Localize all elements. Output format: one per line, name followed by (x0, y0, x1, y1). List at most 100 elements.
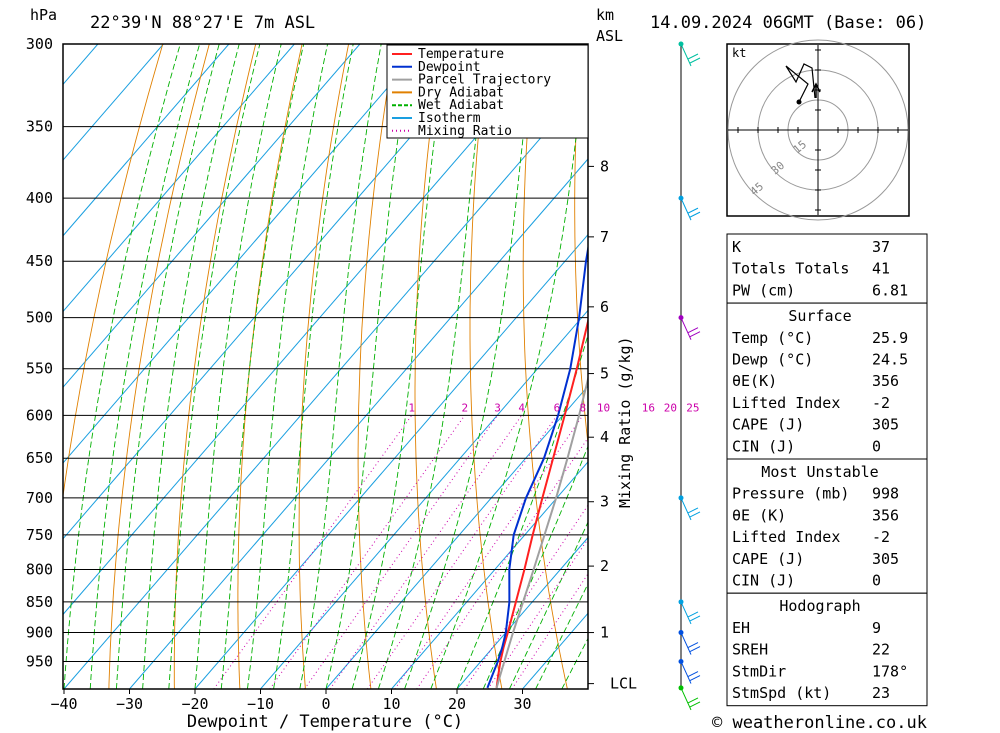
isotherm-line (63, 44, 295, 313)
dewpoint-line (486, 243, 588, 689)
isotherm-line (391, 461, 588, 689)
index-tables: K 37 Totals Totals 41 PW (cm) 6.81 Surface Temp… (726, 233, 928, 707)
index-label: CIN (J) (732, 572, 795, 590)
wet-adiabat-line (508, 521, 588, 689)
index-block-title: Surface (788, 307, 851, 325)
pressure-tick-label: 400 (26, 189, 53, 207)
temperature-tick-label: −30 (116, 695, 143, 713)
index-label: CIN (J) (732, 437, 795, 455)
mixing-ratio-label: 16 (642, 401, 655, 414)
pressure-tick-label: 500 (26, 309, 53, 327)
wet-adiabat-line (273, 44, 354, 689)
index-value: 305 (872, 416, 899, 434)
mixing-ratio-line (487, 538, 588, 689)
index-label: CAPE (J) (732, 416, 804, 434)
wind-barb (680, 497, 701, 521)
mixing-ratio-label: 6 (554, 401, 561, 414)
index-block (726, 592, 928, 707)
index-value: 998 (872, 485, 899, 503)
index-block (726, 233, 928, 304)
legend-label: Parcel Trajectory (418, 73, 551, 88)
pressure-tick-label: 850 (26, 593, 53, 611)
wet-adiabat-line (89, 44, 201, 689)
index-label: Lifted Index (732, 394, 840, 412)
legend-label: Temperature (418, 47, 504, 62)
mixing-ratio-line (304, 415, 498, 689)
isotherm-line (63, 44, 361, 389)
index-value: 6.81 (872, 281, 908, 299)
wind-barb (680, 317, 701, 340)
wind-barb (680, 687, 701, 711)
index-label: EH (732, 619, 750, 637)
index-block-title: Most Unstable (761, 463, 878, 481)
altitude-tick-label: 3 (600, 493, 609, 511)
mixing-ratio-line (269, 415, 466, 689)
index-block (726, 302, 928, 460)
temperature-line (495, 317, 588, 689)
index-label: K (732, 238, 741, 256)
isotherm-line (260, 309, 588, 689)
wind-barb (680, 197, 701, 221)
wind-barb (680, 601, 701, 625)
temperature-tick-label: −20 (181, 695, 208, 713)
index-label: Lifted Index (732, 528, 840, 546)
index-label: Pressure (mb) (732, 485, 849, 503)
index-value: 0 (872, 572, 881, 590)
isotherm-line (456, 536, 588, 689)
storm-motion-arrow-icon (811, 82, 821, 98)
index-value: 356 (872, 506, 899, 524)
dry-adiabat-line (625, 44, 699, 689)
mixing-ratio-line (464, 504, 588, 689)
altitude-tick-label: 4 (600, 428, 609, 446)
asl-unit-label: ASL (596, 27, 623, 45)
mixing-ratio-label: 1 (408, 401, 415, 414)
index-label: Totals Totals (732, 260, 849, 278)
wind-barb (680, 43, 701, 67)
mixing-ratio-line (213, 415, 413, 689)
temperature-tick-label: −40 (50, 695, 77, 713)
index-label: StmDir (732, 662, 786, 680)
index-block (726, 458, 928, 594)
temperature-tick-label: 30 (513, 695, 531, 713)
isotherm-line (63, 82, 588, 689)
mixing-ratio-label: 20 (664, 401, 677, 414)
legend-label: Dry Adiabat (418, 85, 504, 100)
index-value: 0 (872, 437, 881, 455)
pressure-tick-label: 550 (26, 360, 53, 378)
altitude-tick-label: 2 (600, 557, 609, 575)
temperature-tick-label: 20 (448, 695, 466, 713)
mixing-ratio-labels: 1 2 3 4 6 8 10 16 20 25 (408, 401, 699, 414)
pressure-tick-label: 700 (26, 489, 53, 507)
temperature-tick-label: −10 (247, 695, 274, 713)
pressure-tick-label: 750 (26, 526, 53, 544)
pressure-tick-label: 950 (26, 653, 53, 671)
index-label: PW (cm) (732, 281, 795, 299)
index-block-title: Hodograph (779, 597, 860, 615)
temperature-tick-label: 0 (321, 695, 330, 713)
wet-adiabat-line (115, 44, 220, 689)
km-unit-label: km (596, 6, 614, 24)
index-label: Temp (°C) (732, 329, 813, 347)
dry-adiabat-line (952, 44, 1000, 689)
hodograph-point (796, 99, 802, 105)
index-label: Dewp (°C) (732, 351, 813, 369)
wet-adiabat-line (168, 44, 261, 689)
altitude-tick-label: 1 (600, 624, 609, 642)
pressure-tick-label: 800 (26, 560, 53, 578)
index-value: 24.5 (872, 351, 908, 369)
index-label: StmSpd (kt) (732, 684, 831, 702)
isotherm-line (325, 385, 588, 689)
isotherm-line (63, 44, 557, 616)
isotherm-line (129, 158, 588, 689)
skewt-plot (62, 43, 1000, 690)
pressure-axis: 300 350 400 450 500 550 600 650 700 750 800 850 900 9… (26, 35, 53, 671)
isotherm-line (194, 233, 588, 689)
isotherm-line (63, 44, 492, 540)
mixing-ratio-label: 2 (461, 401, 468, 414)
legend-label: Dewpoint (418, 60, 481, 75)
legend-label: Mixing Ratio (418, 124, 512, 139)
index-label: SREH (732, 641, 768, 659)
